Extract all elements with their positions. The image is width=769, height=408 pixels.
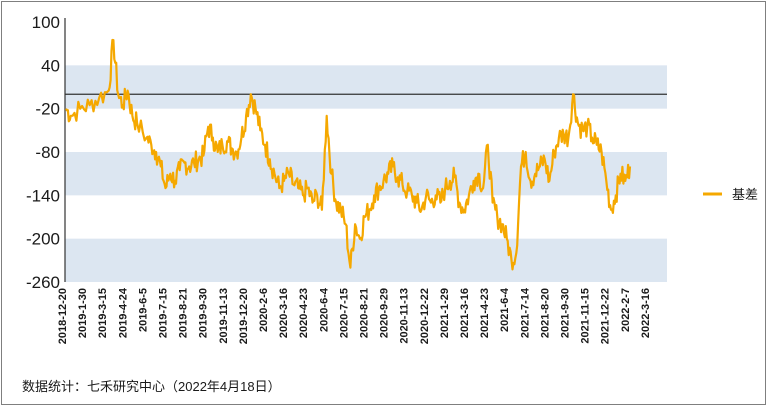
x-tick-label: 2019-1-30 (77, 288, 89, 338)
x-tick-label: 2020-8-21 (359, 288, 371, 338)
x-tick-label: 2020-7-15 (338, 288, 350, 338)
x-tick-label: 2020-4-23 (298, 288, 310, 338)
x-tick-label: 2019-11-13 (218, 288, 230, 344)
x-tick-label: 2019-7-15 (158, 288, 170, 338)
x-tick-label: 2021-12-22 (600, 288, 612, 344)
x-tick-label: 2020-6-4 (318, 287, 330, 332)
grid-bands (65, 65, 667, 282)
x-tick-label: 2019-9-30 (198, 288, 210, 338)
x-tick-label: 2021-4-23 (479, 288, 491, 338)
y-tick-label: -80 (35, 143, 60, 162)
x-tick-label: 2019-8-21 (178, 288, 190, 338)
x-tick-label: 2019-6-5 (137, 288, 149, 332)
x-tick-label: 2021-1-29 (439, 288, 451, 338)
x-tick-label: 2020-9-29 (379, 288, 391, 338)
y-tick-labels: 100 40 -20 -80 -140 -200 -260 (26, 13, 60, 292)
x-tick-label: 2022-2-7 (620, 288, 632, 332)
x-tick-label: 2022-3-16 (640, 288, 652, 338)
x-tick-label: 2021-6-4 (499, 287, 511, 332)
x-tick-label: 2019-12-20 (238, 288, 250, 344)
legend-label: 基差 (732, 187, 758, 202)
legend: 基差 (703, 187, 758, 202)
y-tick-label: -260 (26, 273, 60, 292)
x-tick-label: 2020-2-6 (258, 288, 270, 332)
grid-band (65, 238, 667, 282)
y-tick-label: -20 (35, 100, 60, 119)
y-tick-label: -140 (26, 186, 60, 205)
source-note: 数据统计：七禾研究中心（2022年4月18日） (22, 379, 281, 394)
x-tick-label: 2021-3-16 (459, 288, 471, 338)
x-tick-label: 2019-4-24 (117, 287, 129, 338)
x-tick-label: 2018-12-20 (57, 288, 69, 344)
x-tick-label: 2021-9-30 (560, 288, 572, 338)
x-tick-label: 2020-3-16 (278, 288, 290, 338)
x-tick-label: 2021-11-15 (580, 288, 592, 344)
series-line-basis (65, 38, 632, 271)
x-tick-label: 2019-3-15 (97, 288, 109, 338)
x-tick-label: 2020-12-22 (419, 288, 431, 344)
y-tick-label: -200 (26, 230, 60, 249)
y-tick-label: 100 (32, 13, 60, 32)
x-tick-labels: 2018-12-20 2019-1-30 2019-3-15 2019-4-24 201… (57, 287, 652, 344)
x-tick-label: 2021-8-20 (539, 288, 551, 338)
y-tick-label: 40 (41, 56, 60, 75)
x-tick-label: 2020-11-13 (399, 288, 411, 344)
x-tick-label: 2021-7-14 (519, 287, 531, 338)
grid-band (65, 65, 667, 109)
